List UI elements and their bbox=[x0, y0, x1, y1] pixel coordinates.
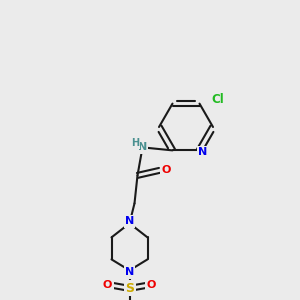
Text: Cl: Cl bbox=[212, 93, 224, 106]
Text: S: S bbox=[125, 282, 134, 295]
Text: N: N bbox=[198, 147, 207, 158]
Text: N: N bbox=[138, 142, 147, 152]
Text: N: N bbox=[125, 216, 134, 226]
Text: O: O bbox=[162, 165, 171, 176]
Text: H: H bbox=[131, 138, 140, 148]
Text: O: O bbox=[147, 280, 156, 290]
Text: N: N bbox=[125, 267, 134, 278]
Text: O: O bbox=[103, 280, 112, 290]
